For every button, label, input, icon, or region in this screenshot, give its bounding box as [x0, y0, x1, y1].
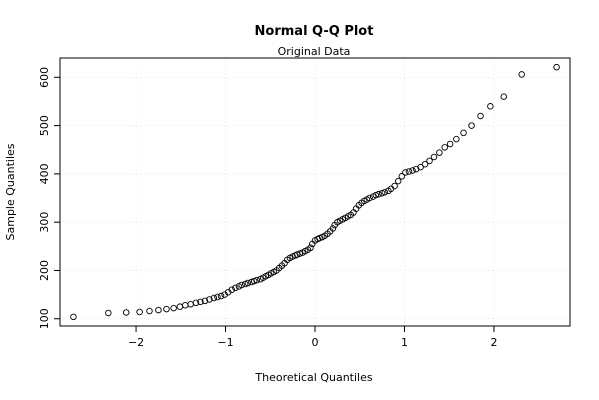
data-point	[232, 284, 239, 292]
y-tick-label: 200	[38, 260, 51, 281]
data-point	[372, 191, 380, 199]
data-point	[210, 294, 218, 302]
data-point	[122, 309, 130, 316]
y-tick-label: 500	[38, 115, 51, 136]
y-tick-label: 400	[38, 163, 51, 184]
data-point	[391, 182, 398, 190]
data-point	[402, 169, 409, 176]
data-point	[366, 194, 373, 202]
data-point	[296, 250, 304, 257]
data-point	[487, 103, 494, 110]
data-point	[307, 244, 314, 252]
data-point	[421, 160, 429, 168]
x-axis-label: Theoretical Quantiles	[254, 371, 372, 384]
data-point	[329, 225, 337, 232]
data-point	[105, 309, 112, 317]
data-point	[217, 292, 225, 300]
data-point	[238, 281, 245, 289]
data-point	[197, 298, 204, 306]
data-point	[214, 293, 221, 301]
data-point	[192, 299, 200, 307]
y-axis: 100 200 300 400 500 600	[38, 67, 60, 329]
data-point	[136, 308, 143, 316]
data-point	[518, 71, 525, 78]
data-point	[477, 112, 484, 120]
data-point	[375, 190, 382, 198]
data-point	[155, 306, 162, 314]
data-point	[163, 305, 170, 313]
chart-subtitle: Original Data	[278, 45, 351, 58]
data-point	[426, 157, 433, 165]
x-tick-label: 2	[490, 336, 497, 349]
y-axis-label: Sample Quantiles	[4, 143, 17, 240]
y-tick-label: 100	[38, 308, 51, 329]
data-point	[187, 301, 194, 308]
data-point	[250, 277, 258, 285]
data-point	[378, 189, 386, 197]
data-point	[430, 153, 438, 161]
data-point	[146, 307, 153, 315]
data-point	[468, 122, 475, 129]
x-tick-label: −2	[128, 336, 144, 349]
x-tick-label: 1	[401, 336, 408, 349]
data-point	[228, 286, 236, 294]
data-point	[241, 280, 249, 288]
x-tick-label: −1	[217, 336, 233, 349]
data-points	[70, 63, 560, 321]
grid-lines	[60, 58, 570, 326]
data-point	[436, 149, 443, 156]
data-point	[409, 167, 416, 174]
data-point	[176, 303, 184, 310]
data-point	[244, 279, 252, 287]
data-point	[253, 276, 261, 284]
data-point	[500, 93, 508, 100]
data-point	[417, 163, 424, 171]
data-point	[398, 173, 406, 180]
data-point	[182, 301, 189, 309]
data-point	[553, 63, 560, 71]
y-tick-label: 300	[38, 212, 51, 233]
data-point	[441, 144, 448, 151]
chart-title: Normal Q-Q Plot	[255, 24, 374, 39]
data-point	[394, 177, 402, 185]
data-point	[460, 129, 467, 137]
data-point	[206, 296, 213, 303]
data-point	[316, 234, 323, 242]
x-tick-label: 0	[312, 336, 319, 349]
data-point	[381, 188, 389, 196]
x-axis: −2 −1 0 1 2	[128, 326, 497, 349]
y-tick-label: 600	[38, 67, 51, 88]
data-point	[201, 297, 209, 305]
data-point	[170, 304, 177, 312]
data-point	[70, 313, 77, 321]
data-point	[453, 135, 460, 143]
data-point	[446, 140, 454, 148]
data-point	[405, 168, 413, 175]
